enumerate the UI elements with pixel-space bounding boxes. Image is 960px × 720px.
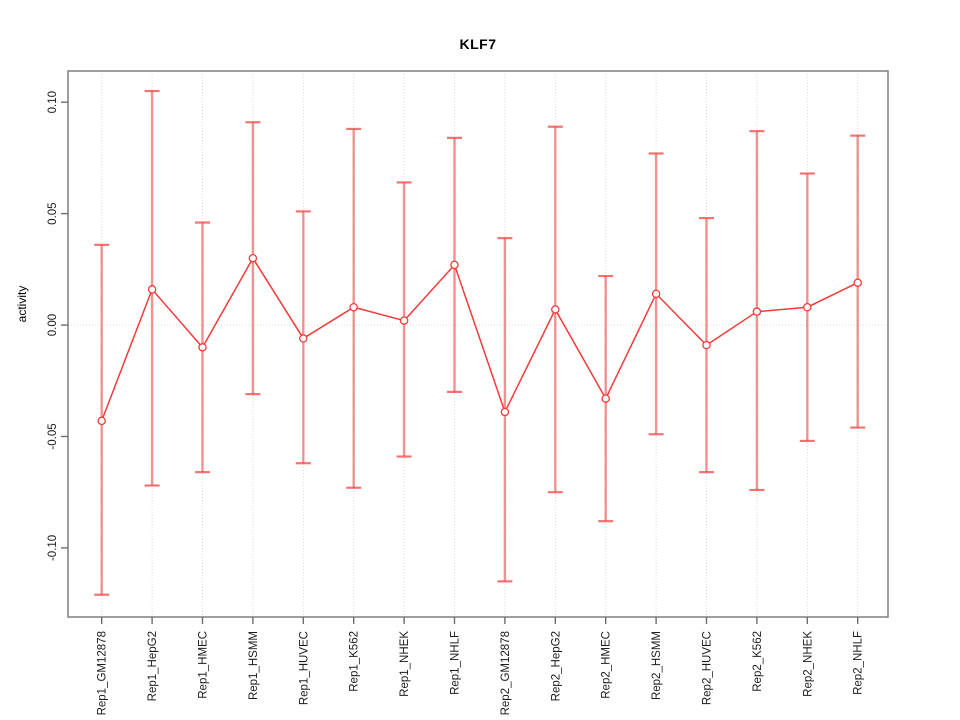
data-point-marker <box>147 285 157 294</box>
data-point-marker <box>248 253 258 263</box>
data-point-marker <box>97 416 106 426</box>
x-tick-label: Rep2_GM12878 <box>500 631 512 715</box>
x-tick-label: Rep1_K562 <box>349 631 361 692</box>
y-tick-label: 0.10 <box>47 91 59 113</box>
data-point-marker <box>399 316 409 325</box>
x-tick-label: Rep1_NHEK <box>399 631 411 697</box>
x-tick-label: Rep2_HMEC <box>601 631 613 699</box>
x-tick-label: Rep2_HepG2 <box>550 631 562 701</box>
plot-border <box>67 70 889 618</box>
x-tick-label: Rep1_HUVEC <box>298 631 310 705</box>
x-tick-label: Rep1_NHLF <box>450 631 462 695</box>
x-tick-label: Rep2_HUVEC <box>702 631 714 705</box>
data-point-marker <box>752 307 762 316</box>
series-line <box>100 256 859 422</box>
x-tick-label: Rep1_GM12878 <box>97 631 109 715</box>
y-tick-label: -0.05 <box>47 423 59 449</box>
data-point-marker <box>853 278 862 287</box>
chart-title: KLF7 <box>459 36 497 52</box>
x-tick-label: Rep1_HSMM <box>248 631 260 700</box>
x-tick-label: Rep1_HMEC <box>198 631 210 699</box>
data-point-marker <box>651 289 661 299</box>
data-point-marker <box>299 334 308 343</box>
data-point-marker <box>500 407 510 417</box>
data-point-marker <box>702 340 711 350</box>
data-point-marker <box>803 302 812 312</box>
x-tick-label: Rep2_K562 <box>752 631 764 692</box>
x-tick-label: Rep2_NHEK <box>802 631 814 697</box>
data-point-marker <box>551 305 560 314</box>
data-point-marker <box>349 302 358 312</box>
data-point-marker <box>198 343 207 352</box>
data-point-marker <box>601 394 610 403</box>
x-tick-label: Rep2_HSMM <box>651 631 663 700</box>
data-point-marker <box>450 260 459 270</box>
y-tick-label: -0.10 <box>47 535 59 561</box>
x-tick-label: Rep2_NHLF <box>853 631 865 695</box>
y-tick-label: 0.00 <box>47 314 59 336</box>
x-tick-label: Rep1_HepG2 <box>147 631 159 701</box>
y-tick-label: 0.05 <box>47 202 59 224</box>
